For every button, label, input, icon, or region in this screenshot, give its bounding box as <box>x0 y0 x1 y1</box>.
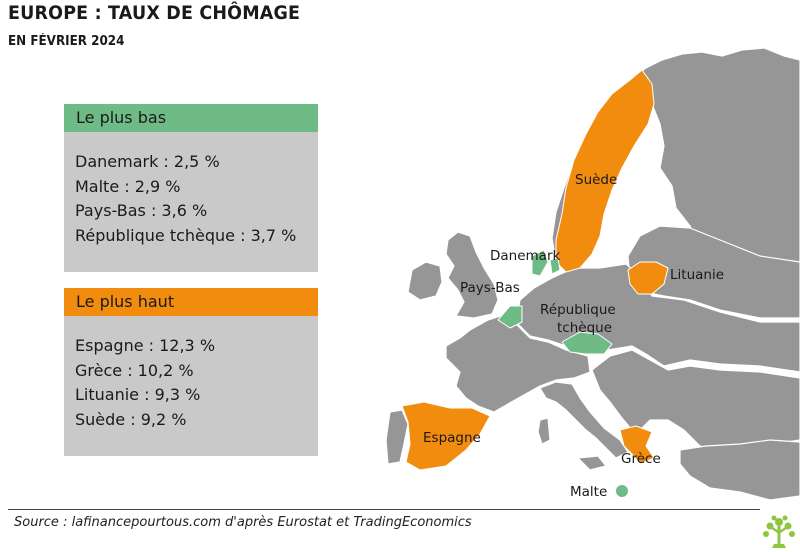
highest-heading: Le plus haut <box>64 288 318 316</box>
label-tcheque: tchèque <box>557 320 613 336</box>
highest-item: Suède : 9,2 % <box>75 409 187 429</box>
label-lituanie: Lituanie <box>670 267 725 283</box>
label-suede: Suède <box>575 172 618 188</box>
source-text: Source : lafinancepourtous.com d'après E… <box>14 515 472 530</box>
europe-map <box>385 47 800 501</box>
label-grece: Grèce <box>621 451 661 467</box>
lowest-item: Malte : 2,9 % <box>75 176 181 196</box>
map-turkey <box>679 439 800 501</box>
footer-divider <box>8 509 760 510</box>
highest-item: Espagne : 12,3 % <box>75 336 216 355</box>
map-greece <box>619 425 655 465</box>
map-sardinia <box>537 417 551 445</box>
lowest-item: Pays-Bas : 3,6 % <box>75 201 208 220</box>
map-denmark <box>531 249 549 277</box>
highest-panel: Le plus haut Espagne : 12,3 % Grèce : 10… <box>64 288 318 456</box>
lowest-panel: Le plus bas Danemark : 2,5 % Malte : 2,9… <box>64 104 318 272</box>
map-netherlands <box>497 305 523 329</box>
map-ireland <box>407 261 443 301</box>
map-italy <box>539 381 629 459</box>
highest-item: Grèce : 10,2 % <box>75 360 194 380</box>
map-czech-republic <box>561 331 613 355</box>
label-malte: Malte <box>570 484 608 500</box>
label-republique: République <box>540 302 616 318</box>
map-sicily <box>577 455 607 471</box>
map-portugal <box>385 409 409 465</box>
lowest-item: Danemark : 2,5 % <box>75 152 220 171</box>
label-danemark: Danemark <box>490 248 561 264</box>
map-lithuania <box>627 261 669 295</box>
page-title: EUROPE : TAUX DE CHÔMAGE <box>8 2 301 24</box>
map-spain <box>401 401 491 471</box>
map-sweden <box>555 69 655 273</box>
highest-list: Espagne : 12,3 % Grèce : 10,2 % Lituanie… <box>64 316 318 432</box>
lowest-list: Danemark : 2,5 % Malte : 2,9 % Pays-Bas … <box>64 132 318 248</box>
lowest-heading: Le plus bas <box>64 104 318 132</box>
map-denmark-islands <box>549 257 561 275</box>
map-france <box>445 313 591 413</box>
highest-item: Lituanie : 9,3 % <box>75 385 201 404</box>
map-uk <box>445 231 499 319</box>
label-pays-bas: Pays-Bas <box>460 280 520 296</box>
label-espagne: Espagne <box>423 430 481 446</box>
map-malta-marker <box>616 485 628 497</box>
lowest-item: République tchèque : 3,7 % <box>75 225 297 245</box>
page-subtitle: EN FÉVRIER 2024 <box>8 34 125 49</box>
tree-logo-icon <box>763 515 795 548</box>
